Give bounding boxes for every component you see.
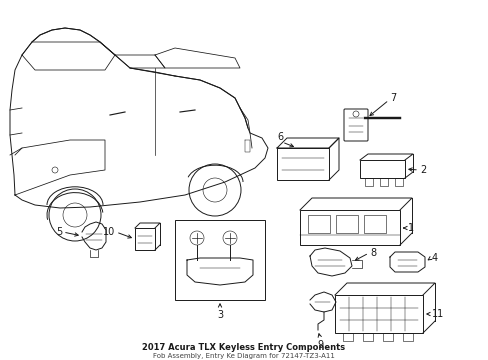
- Bar: [135, 228, 155, 250]
- Bar: [276, 148, 328, 180]
- Text: 4: 4: [431, 253, 437, 263]
- Text: 7: 7: [389, 93, 395, 103]
- Text: 6: 6: [276, 132, 283, 142]
- Bar: [342, 333, 352, 341]
- Bar: [175, 220, 264, 300]
- Text: 11: 11: [431, 309, 443, 319]
- Bar: [335, 215, 357, 233]
- Bar: [382, 333, 392, 341]
- Bar: [334, 295, 422, 333]
- Bar: [359, 160, 404, 178]
- Text: 10: 10: [102, 227, 115, 237]
- Text: 2017 Acura TLX Keyless Entry Components: 2017 Acura TLX Keyless Entry Components: [142, 343, 345, 352]
- Bar: [307, 215, 329, 233]
- Bar: [364, 178, 372, 186]
- Bar: [379, 178, 387, 186]
- Bar: [402, 333, 412, 341]
- Text: 5: 5: [56, 227, 62, 237]
- Text: 1: 1: [407, 223, 413, 233]
- Text: 9: 9: [316, 340, 323, 350]
- Bar: [394, 178, 402, 186]
- Bar: [362, 333, 372, 341]
- Text: 3: 3: [217, 310, 223, 320]
- Text: 8: 8: [369, 248, 375, 258]
- Text: 2: 2: [419, 165, 426, 175]
- Text: Fob Assembly, Entry Ke Diagram for 72147-TZ3-A11: Fob Assembly, Entry Ke Diagram for 72147…: [153, 353, 334, 359]
- Bar: [363, 215, 385, 233]
- Bar: [299, 210, 399, 245]
